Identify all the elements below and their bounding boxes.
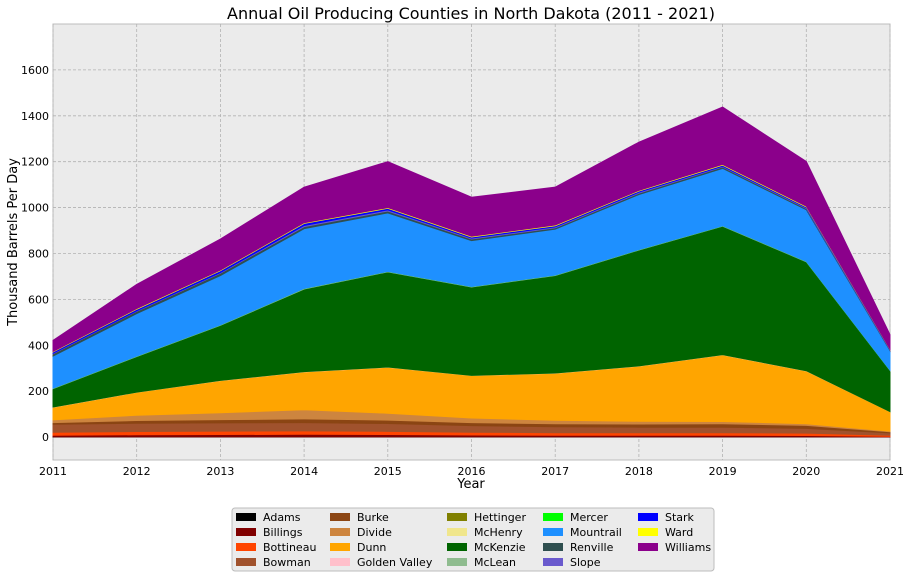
legend-label-mercer: Mercer: [570, 511, 608, 524]
legend-swatch-mchenry: [447, 528, 467, 536]
y-tick-label: 1200: [21, 156, 49, 169]
legend-label-dunn: Dunn: [357, 541, 386, 554]
legend-swatch-hettinger: [447, 513, 467, 521]
legend-swatch-divide: [330, 528, 350, 536]
x-tick-label: 2013: [206, 465, 234, 478]
legend-swatch-mclean: [447, 558, 467, 566]
legend-label-williams: Williams: [665, 541, 711, 554]
legend-swatch-mountrail: [543, 528, 563, 536]
y-tick-label: 1000: [21, 202, 49, 215]
legend: Adams Billings Bottineau Bowman Burke Divide D…: [232, 508, 714, 571]
legend-label-billings: Billings: [263, 526, 303, 539]
legend-swatch-billings: [236, 528, 256, 536]
legend-swatch-golden-valley: [330, 558, 350, 566]
y-tick-label: 1400: [21, 110, 49, 123]
x-tick-label: 2019: [709, 465, 737, 478]
y-axis-label: Thousand Barrels Per Day: [6, 158, 21, 327]
legend-label-hettinger: Hettinger: [474, 511, 526, 524]
legend-label-divide: Divide: [357, 526, 392, 539]
y-tick-label: 1600: [21, 64, 49, 77]
y-tick-label: 400: [28, 339, 49, 352]
legend-swatch-ward: [638, 528, 658, 536]
y-tick-label: 600: [28, 293, 49, 306]
x-tick-label: 2017: [541, 465, 569, 478]
legend-label-mclean: McLean: [474, 556, 516, 569]
legend-label-slope: Slope: [570, 556, 601, 569]
legend-label-renville: Renville: [570, 541, 614, 554]
y-tick-label: 800: [28, 247, 49, 260]
legend-swatch-dunn: [330, 543, 350, 551]
x-axis-label: Year: [456, 477, 485, 492]
legend-swatch-adams: [236, 513, 256, 521]
legend-label-adams: Adams: [263, 511, 301, 524]
legend-label-bottineau: Bottineau: [263, 541, 316, 554]
legend-swatch-mckenzie: [447, 543, 467, 551]
legend-label-burke: Burke: [357, 511, 389, 524]
legend-swatch-slope: [543, 558, 563, 566]
legend-label-mountrail: Mountrail: [570, 526, 622, 539]
x-tick-label: 2021: [876, 465, 904, 478]
legend-swatch-mercer: [543, 513, 563, 521]
legend-label-stark: Stark: [665, 511, 695, 524]
y-tick-label: 0: [42, 431, 49, 444]
x-tick-label: 2015: [374, 465, 402, 478]
x-tick-label: 2011: [39, 465, 67, 478]
legend-label-mchenry: McHenry: [474, 526, 523, 539]
x-tick-label: 2014: [290, 465, 318, 478]
legend-label-bowman: Bowman: [263, 556, 311, 569]
chart-title: Annual Oil Producing Counties in North D…: [227, 4, 715, 23]
legend-label-mckenzie: McKenzie: [474, 541, 526, 554]
x-tick-label: 2018: [625, 465, 653, 478]
x-tick-label: 2012: [123, 465, 151, 478]
legend-swatch-bottineau: [236, 543, 256, 551]
legend-swatch-stark: [638, 513, 658, 521]
legend-swatch-renville: [543, 543, 563, 551]
legend-label-golden-valley: Golden Valley: [357, 556, 433, 569]
legend-swatch-williams: [638, 543, 658, 551]
legend-swatch-burke: [330, 513, 350, 521]
x-tick-label: 2020: [792, 465, 820, 478]
y-tick-label: 200: [28, 385, 49, 398]
legend-label-ward: Ward: [665, 526, 693, 539]
legend-swatch-bowman: [236, 558, 256, 566]
